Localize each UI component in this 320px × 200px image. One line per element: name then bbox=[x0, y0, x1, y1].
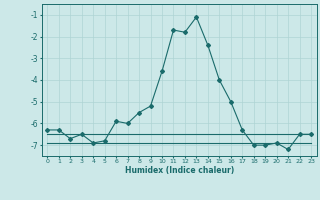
X-axis label: Humidex (Indice chaleur): Humidex (Indice chaleur) bbox=[124, 166, 234, 175]
